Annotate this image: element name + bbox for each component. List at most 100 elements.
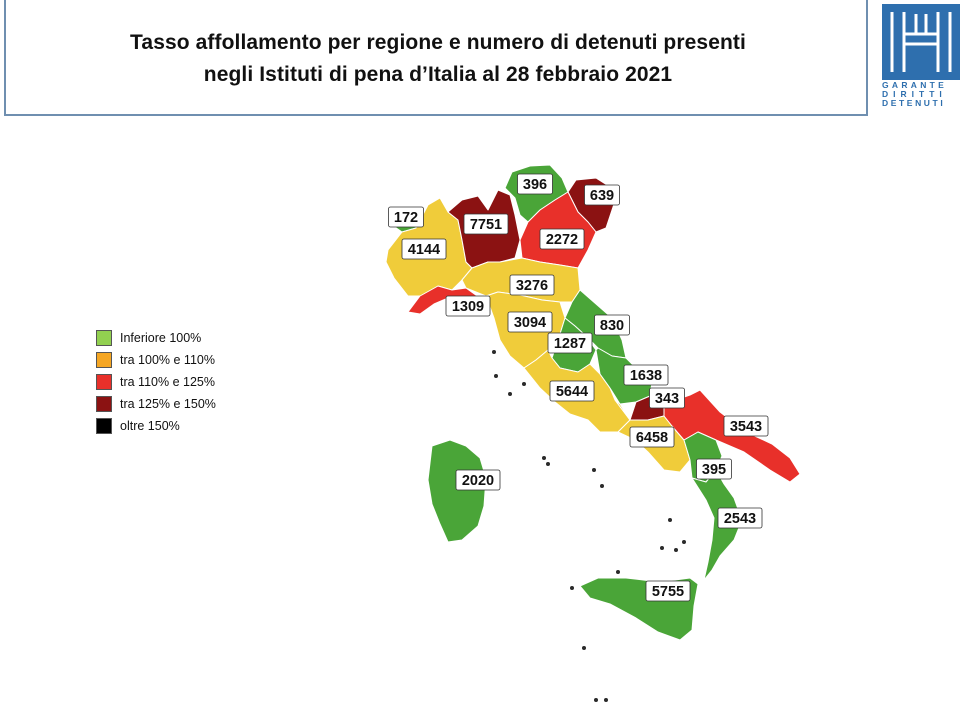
region-count-box xyxy=(539,228,585,250)
region-count-label: 6458 xyxy=(629,426,675,448)
region-count-label: 395 xyxy=(696,458,732,480)
region-count-box xyxy=(723,415,769,437)
region-count-text: 5644 xyxy=(556,384,588,400)
region-count-text: 830 xyxy=(600,318,624,334)
region-count-label: 3276 xyxy=(509,274,555,296)
garante-logo-icon xyxy=(882,4,960,80)
region-count-text: 639 xyxy=(590,188,614,204)
region-count-text: 343 xyxy=(655,391,679,407)
region-count-label: 1638 xyxy=(623,364,669,386)
region-count-box xyxy=(629,426,675,448)
region-count-text: 2272 xyxy=(546,232,578,248)
islet xyxy=(604,698,608,702)
region-count-box xyxy=(463,213,509,235)
region-count-text: 6458 xyxy=(636,430,668,446)
region-count-text: 1638 xyxy=(630,368,662,384)
region-count-label: 172 xyxy=(388,206,424,228)
islet xyxy=(616,570,620,574)
region-count-box xyxy=(584,184,620,206)
islet xyxy=(674,548,678,552)
islet xyxy=(570,586,574,590)
legend-swatch xyxy=(96,352,112,368)
region-count-label: 1309 xyxy=(445,295,491,317)
region-count-text: 1287 xyxy=(554,336,586,352)
islet xyxy=(682,540,686,544)
legend-label: tra 110% e 125% xyxy=(120,375,215,389)
islet xyxy=(592,468,596,472)
logo-text-diritti: DIRITTI xyxy=(882,89,947,99)
region-count-text: 2020 xyxy=(462,473,494,489)
islet xyxy=(494,374,498,378)
region-count-text: 1309 xyxy=(452,299,484,315)
region-count-box xyxy=(388,206,424,228)
islet xyxy=(542,456,546,460)
islet xyxy=(492,350,496,354)
region-count-label: 1287 xyxy=(547,332,593,354)
region-count-label: 343 xyxy=(649,387,685,409)
islet xyxy=(668,518,672,522)
region-count-label: 2543 xyxy=(717,507,763,529)
region-count-label: 2020 xyxy=(455,469,501,491)
legend-label: tra 100% e 110% xyxy=(120,353,215,367)
islet xyxy=(582,646,586,650)
region-count-label: 5755 xyxy=(645,580,691,602)
region-count-label: 3543 xyxy=(723,415,769,437)
region-count-box xyxy=(717,507,763,529)
region-sardegna xyxy=(427,439,487,543)
legend-item-125-150: tra 125% e 150% xyxy=(96,395,296,412)
region-count-box xyxy=(517,173,553,195)
page-title-line-1: Tasso affollamento per regione e numero … xyxy=(130,31,746,54)
legend-swatch xyxy=(96,330,112,346)
region-count-text: 3094 xyxy=(514,315,546,331)
region-count-label: 639 xyxy=(584,184,620,206)
region-count-box xyxy=(696,458,732,480)
page-title-line-2: negli Istituti di pena d’Italia al 28 fe… xyxy=(203,63,673,86)
region-count-box xyxy=(509,274,555,296)
region-count-label: 396 xyxy=(517,173,553,195)
region-count-label: 2272 xyxy=(539,228,585,250)
region-count-text: 395 xyxy=(702,462,726,478)
region-count-text: 3543 xyxy=(730,419,762,435)
islet xyxy=(660,546,664,550)
region-count-box xyxy=(445,295,491,317)
islet xyxy=(546,462,550,466)
region-count-text: 172 xyxy=(394,210,418,226)
legend-label: Inferiore 100% xyxy=(120,331,202,345)
region-count-box xyxy=(401,238,447,260)
title-box: Tasso affollamento per regione e numero … xyxy=(4,0,868,116)
legend-item-110-125: tra 110% e 125% xyxy=(96,373,296,390)
region-count-text: 7751 xyxy=(470,217,502,233)
islet xyxy=(594,698,598,702)
region-count-label: 7751 xyxy=(463,213,509,235)
islet xyxy=(508,392,512,396)
region-count-text: 396 xyxy=(523,177,547,193)
region-count-box xyxy=(547,332,593,354)
islet xyxy=(522,382,526,386)
legend-swatch xyxy=(96,374,112,390)
logo-text-detenuti: DETENUTI xyxy=(882,98,946,108)
legend-label: tra 125% e 150% xyxy=(120,397,216,411)
legend-swatch xyxy=(96,396,112,412)
region-count-text: 4144 xyxy=(408,242,440,258)
region-count-label: 3094 xyxy=(507,311,553,333)
region-count-box xyxy=(507,311,553,333)
region-count-box xyxy=(649,387,685,409)
legend-label: oltre 150% xyxy=(120,419,180,433)
region-count-text: 3276 xyxy=(516,278,548,294)
region-count-box xyxy=(645,580,691,602)
islet xyxy=(600,484,604,488)
region-count-label: 5644 xyxy=(549,380,595,402)
region-count-box xyxy=(549,380,595,402)
region-count-label: 830 xyxy=(594,314,630,336)
region-count-box xyxy=(623,364,669,386)
region-count-box xyxy=(594,314,630,336)
region-count-label: 4144 xyxy=(401,238,447,260)
legend-item-over-150: oltre 150% xyxy=(96,417,296,434)
legend-item-under-100: Inferiore 100% xyxy=(96,329,296,346)
logo-text-garante: GARANTE xyxy=(882,80,948,90)
region-count-text: 5755 xyxy=(652,584,684,600)
legend-swatch xyxy=(96,418,112,434)
legend-item-100-110: tra 100% e 110% xyxy=(96,351,296,368)
region-count-text: 2543 xyxy=(724,511,756,527)
